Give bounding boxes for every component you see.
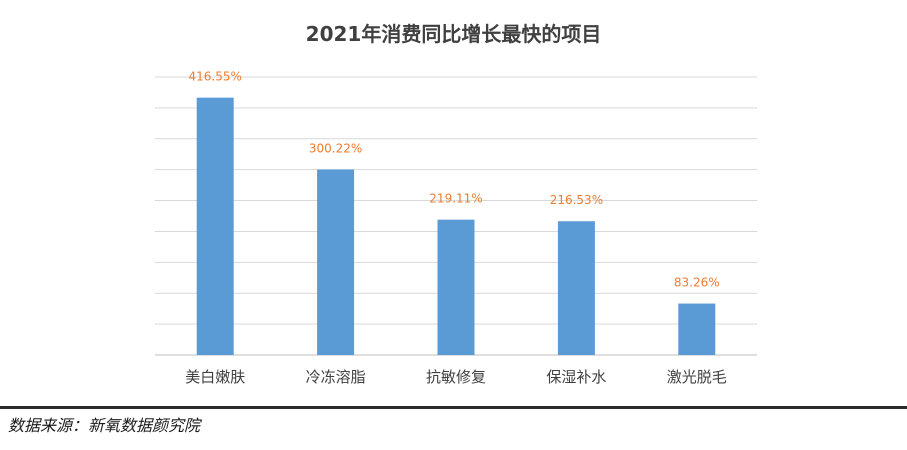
x-tick-label: 抗敏修复 xyxy=(426,368,486,386)
data-label: 416.55% xyxy=(189,70,242,84)
footer-divider xyxy=(0,406,907,409)
bar-chart: 416.55% 300.22% 219.11% 216.53% 83.26% 美白嫩肤 冷… xyxy=(155,70,757,386)
data-label: 216.53% xyxy=(550,193,603,207)
data-label: 219.11% xyxy=(429,192,482,206)
bar xyxy=(557,221,595,355)
x-tick-label: 激光脱毛 xyxy=(667,368,727,386)
x-tick-labels: 美白嫩肤 冷冻溶脂 抗敏修复 保湿补水 激光脱毛 xyxy=(185,368,727,386)
bars xyxy=(196,97,716,355)
data-source-note: 数据来源：新氧数据颜究院 xyxy=(8,416,201,435)
chart-title: 2021年消费同比增长最快的项目 xyxy=(305,22,602,46)
data-label: 300.22% xyxy=(309,142,362,156)
data-labels: 416.55% 300.22% 219.11% 216.53% 83.26% xyxy=(189,70,720,290)
bar xyxy=(317,169,355,355)
bar xyxy=(437,219,475,355)
bar xyxy=(196,97,234,355)
x-tick-label: 冷冻溶脂 xyxy=(306,368,366,386)
bar xyxy=(678,303,716,355)
x-tick-label: 保湿补水 xyxy=(546,368,606,386)
data-label: 83.26% xyxy=(674,276,720,290)
x-tick-label: 美白嫩肤 xyxy=(185,368,245,386)
